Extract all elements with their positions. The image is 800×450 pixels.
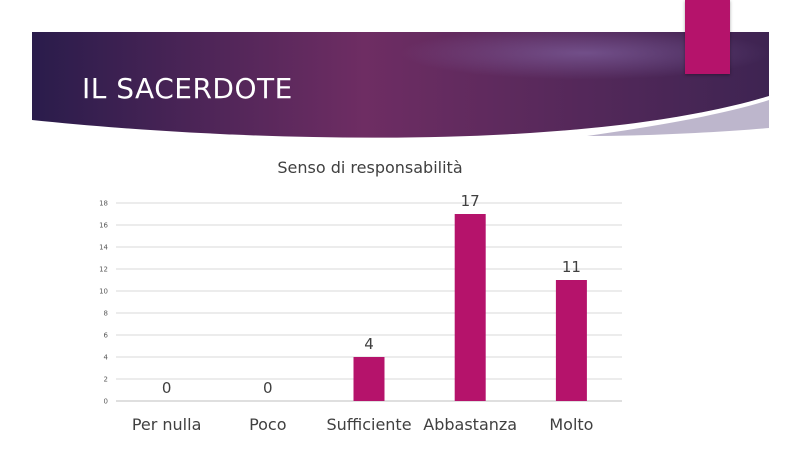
data-label: 4	[364, 335, 374, 353]
data-label: 17	[461, 192, 480, 210]
data-label: 0	[263, 379, 273, 397]
chart-title: Senso di responsabilità	[277, 158, 463, 177]
y-tick-label: 14	[99, 244, 108, 252]
y-tick-label: 12	[99, 266, 108, 274]
category-label: Per nulla	[132, 415, 202, 434]
y-tick-label: 4	[104, 354, 109, 362]
y-tick-label: 10	[99, 288, 108, 296]
slide-title: IL SACERDOTE	[82, 72, 293, 105]
bar	[353, 357, 385, 401]
banner-graphic	[32, 32, 769, 138]
y-tick-label: 0	[104, 398, 108, 406]
y-tick-label: 2	[104, 376, 108, 384]
data-label: 0	[162, 379, 172, 397]
y-tick-label: 8	[104, 310, 108, 318]
y-tick-label: 16	[99, 222, 108, 230]
title-banner	[32, 32, 769, 150]
accent-tag	[685, 0, 730, 74]
category-label: Sufficiente	[326, 415, 411, 434]
bar	[454, 214, 486, 401]
category-label: Poco	[249, 415, 286, 434]
y-tick-label: 6	[104, 332, 109, 340]
category-label: Molto	[549, 415, 593, 434]
category-label: Abbastanza	[423, 415, 517, 434]
data-label: 11	[562, 258, 581, 276]
y-tick-label: 18	[99, 200, 108, 208]
bar	[555, 280, 587, 401]
